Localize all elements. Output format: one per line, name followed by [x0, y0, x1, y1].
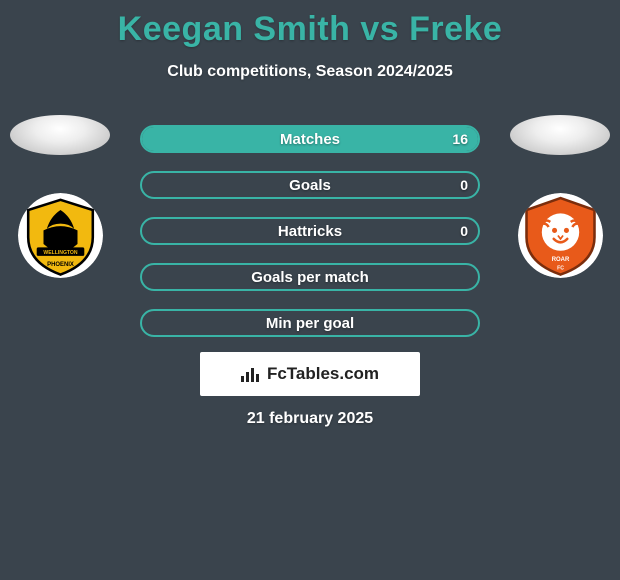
svg-text:WELLINGTON: WELLINGTON — [43, 250, 77, 256]
stat-label: Goals per match — [251, 269, 369, 286]
stat-label: Hattricks — [278, 223, 342, 240]
attribution-badge: FcTables.com — [200, 352, 420, 396]
stat-value-right: 16 — [452, 131, 468, 147]
player-right-silhouette — [510, 115, 610, 155]
stat-row: Hattricks 0 — [140, 217, 480, 245]
comparison-card: Keegan Smith vs Freke Club competitions,… — [0, 0, 620, 580]
stat-row: Goals per match — [140, 263, 480, 291]
attribution-text: FcTables.com — [267, 364, 379, 384]
stat-label: Goals — [289, 177, 331, 194]
svg-text:PHOENIX: PHOENIX — [47, 262, 74, 268]
stat-value-right: 0 — [460, 177, 468, 193]
brisbane-roar-icon: ROAR FC — [518, 193, 603, 278]
stat-row: Matches 16 — [140, 125, 480, 153]
stat-row: Min per goal — [140, 309, 480, 337]
club-badge-left: WELLINGTON PHOENIX — [18, 193, 103, 278]
stat-value-right: 0 — [460, 223, 468, 239]
bar-chart-icon — [241, 366, 261, 382]
date-text: 21 february 2025 — [0, 410, 620, 428]
club-badge-right: ROAR FC — [518, 193, 603, 278]
player-left-silhouette — [10, 115, 110, 155]
subtitle: Club competitions, Season 2024/2025 — [0, 63, 620, 81]
player-left-column: WELLINGTON PHOENIX — [10, 115, 110, 278]
page-title: Keegan Smith vs Freke — [0, 0, 620, 49]
stat-label: Matches — [280, 131, 340, 148]
wellington-phoenix-icon: WELLINGTON PHOENIX — [18, 193, 103, 278]
stat-row: Goals 0 — [140, 171, 480, 199]
stats-list: Matches 16 Goals 0 Hattricks 0 Goals per match… — [140, 125, 480, 355]
stat-label: Min per goal — [266, 315, 354, 332]
svg-text:ROAR: ROAR — [551, 257, 569, 263]
svg-text:FC: FC — [557, 266, 564, 272]
player-right-column: ROAR FC — [510, 115, 610, 278]
